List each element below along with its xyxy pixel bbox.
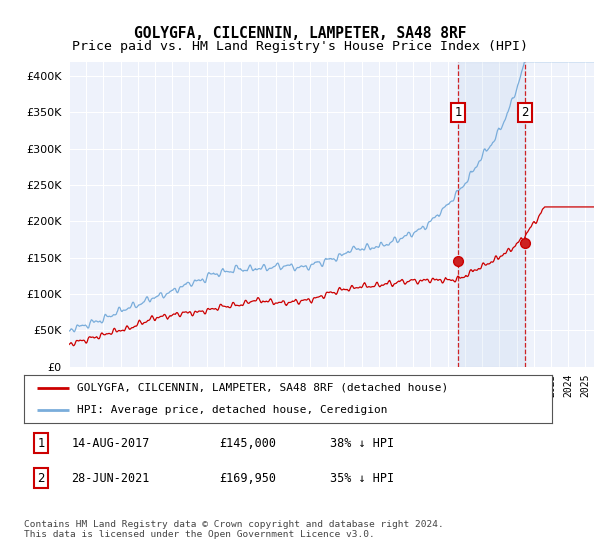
Text: 1: 1	[37, 437, 45, 450]
Text: 28-JUN-2021: 28-JUN-2021	[71, 472, 150, 484]
Bar	[458, 62, 525, 367]
Text: HPI: Average price, detached house, Ceredigion: HPI: Average price, detached house, Cere…	[77, 405, 388, 416]
Text: 38% ↓ HPI: 38% ↓ HPI	[330, 437, 394, 450]
Text: 1: 1	[455, 106, 462, 119]
Text: GOLYGFA, CILCENNIN, LAMPETER, SA48 8RF: GOLYGFA, CILCENNIN, LAMPETER, SA48 8RF	[134, 26, 466, 41]
Text: 35% ↓ HPI: 35% ↓ HPI	[330, 472, 394, 484]
Text: Price paid vs. HM Land Registry's House Price Index (HPI): Price paid vs. HM Land Registry's House …	[72, 40, 528, 53]
Text: GOLYGFA, CILCENNIN, LAMPETER, SA48 8RF (detached house): GOLYGFA, CILCENNIN, LAMPETER, SA48 8RF (…	[77, 382, 448, 393]
Text: £145,000: £145,000	[220, 437, 277, 450]
Text: £169,950: £169,950	[220, 472, 277, 484]
Text: 2: 2	[37, 472, 45, 484]
Text: 14-AUG-2017: 14-AUG-2017	[71, 437, 150, 450]
Text: Contains HM Land Registry data © Crown copyright and database right 2024.
This d: Contains HM Land Registry data © Crown c…	[24, 520, 444, 539]
Text: 2: 2	[521, 106, 529, 119]
